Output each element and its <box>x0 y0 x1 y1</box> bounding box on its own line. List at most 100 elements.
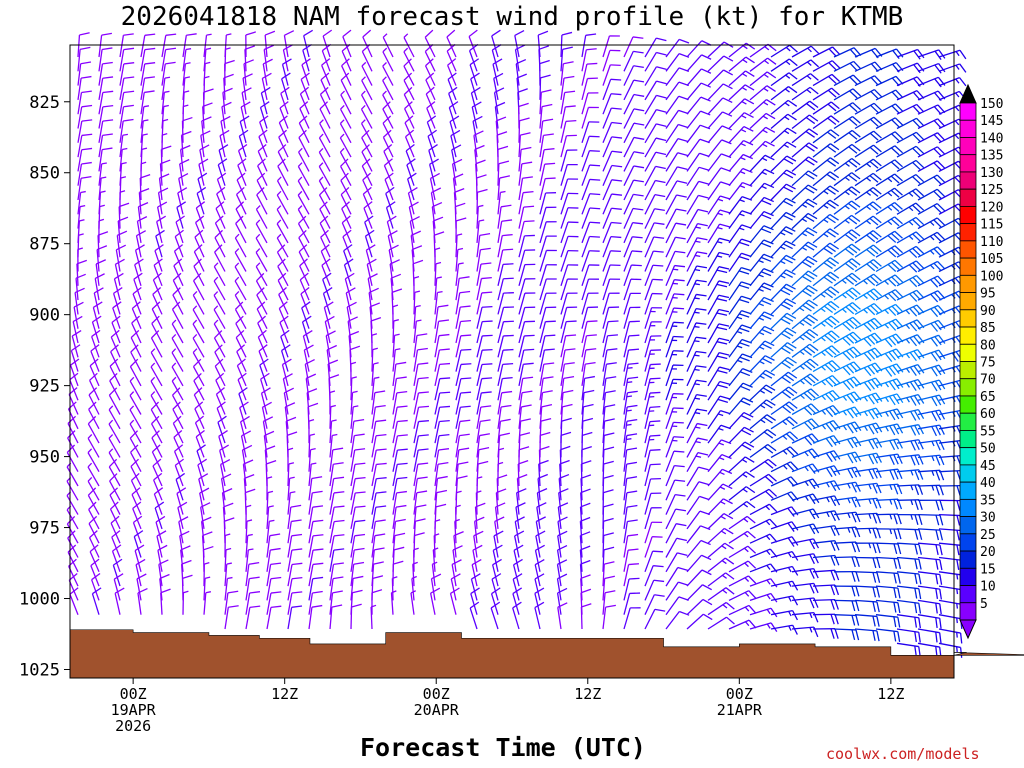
wind-barb <box>371 347 378 372</box>
wind-barb-shaft <box>426 121 436 144</box>
wind-barb-shaft <box>560 207 569 229</box>
wind-barb-feather <box>829 257 840 265</box>
wind-barb <box>749 99 776 115</box>
wind-barb <box>707 237 730 258</box>
wind-barb-shaft <box>410 592 415 615</box>
wind-barb-shaft <box>581 392 585 415</box>
wind-barb-shaft <box>497 264 504 286</box>
wind-barb-half-feather <box>763 73 769 78</box>
wind-barb-feather <box>89 544 99 553</box>
wind-barb <box>343 258 354 286</box>
wind-barb <box>455 504 461 529</box>
wind-barb-half-feather <box>821 410 827 415</box>
wind-barb-feather <box>827 131 837 139</box>
wind-barb-shaft <box>89 551 100 573</box>
wind-barb-half-feather <box>719 471 725 476</box>
wind-barb <box>386 215 397 244</box>
wind-barb-feather <box>673 436 685 439</box>
wind-barb-feather <box>701 569 712 576</box>
wind-barb <box>707 337 730 358</box>
wind-barb-shaft <box>245 578 250 601</box>
wind-barb-feather <box>848 132 858 140</box>
wind-barb-feather <box>673 321 684 324</box>
wind-barb-half-feather <box>297 162 303 167</box>
wind-barb-feather <box>832 46 841 56</box>
wind-barb <box>321 258 331 287</box>
wind-barb <box>308 447 316 472</box>
wind-barb-shaft <box>560 264 569 286</box>
wind-barb <box>451 559 462 587</box>
wind-barb <box>451 158 463 186</box>
wind-barb <box>560 320 577 344</box>
wind-barb <box>791 241 818 258</box>
wind-barb-feather <box>159 573 170 580</box>
wind-barb-shaft <box>475 492 478 515</box>
wind-barb-shaft <box>770 58 790 72</box>
wind-barb-half-feather <box>694 340 700 343</box>
wind-barb-feather <box>806 375 816 384</box>
wind-barb <box>812 143 840 158</box>
wind-barb-feather <box>851 186 861 194</box>
wind-barb <box>95 259 106 286</box>
wind-barb <box>749 168 775 187</box>
wind-barb-shaft <box>140 63 146 86</box>
wind-barb-feather <box>656 94 667 99</box>
wind-barb-feather <box>283 44 293 51</box>
wind-barb <box>812 375 841 388</box>
wind-barb-feather <box>160 588 171 594</box>
wind-barb-shaft <box>235 223 247 244</box>
wind-barb <box>131 487 142 515</box>
wind-barb <box>518 146 532 172</box>
wind-barb-feather <box>830 599 835 610</box>
wind-barb-half-feather <box>163 104 169 108</box>
wind-barb-shaft <box>87 452 100 473</box>
wind-barb-feather <box>131 487 141 495</box>
wind-barb-feather <box>848 275 858 283</box>
wind-barb-shaft <box>686 68 702 87</box>
wind-barb-feather <box>810 59 819 68</box>
wind-barb-feather <box>155 229 165 237</box>
wind-barb-feather <box>372 575 384 580</box>
wind-barb <box>644 321 662 344</box>
wind-barb-shaft <box>602 564 605 587</box>
wind-barb <box>245 561 260 587</box>
wind-barb-shaft <box>579 564 583 587</box>
wind-barb-shaft <box>350 549 355 572</box>
wind-barb <box>791 128 819 144</box>
wind-barb-feather <box>193 387 203 396</box>
wind-barb-feather <box>439 348 450 351</box>
wind-barb-feather <box>277 272 287 281</box>
wind-barb-shaft <box>243 63 247 86</box>
wind-barb-shaft <box>111 536 121 558</box>
wind-barb <box>287 491 296 515</box>
wind-barb-feather <box>202 531 213 537</box>
wind-barb-feather <box>471 558 482 566</box>
wind-barb <box>812 450 841 463</box>
wind-barb-shaft <box>455 364 462 387</box>
wind-barb-half-feather <box>192 290 198 296</box>
wind-barb-feather <box>427 129 437 137</box>
wind-barb-feather <box>159 173 170 179</box>
wind-barb <box>602 278 621 301</box>
wind-barb-feather <box>673 293 685 296</box>
wind-barb <box>203 47 212 72</box>
wind-barb <box>770 183 796 201</box>
wind-barb <box>171 301 184 330</box>
wind-barb-feather <box>68 572 78 581</box>
wind-barb <box>245 576 260 601</box>
wind-barb-feather <box>842 366 851 376</box>
wind-barb-shaft <box>392 464 398 487</box>
wind-barb <box>665 67 690 86</box>
wind-barb <box>410 590 416 615</box>
wind-barb-shaft <box>728 426 745 444</box>
wind-barb-half-feather <box>276 205 282 210</box>
wind-barb-feather <box>848 260 858 268</box>
wind-barb <box>623 390 638 415</box>
wind-barb-feather <box>370 316 382 322</box>
wind-barb <box>111 530 121 558</box>
wind-barb <box>371 448 387 472</box>
wind-barb <box>812 613 839 625</box>
wind-barb-feather <box>827 103 837 112</box>
wind-barb <box>245 31 256 58</box>
wind-barb <box>707 557 735 573</box>
